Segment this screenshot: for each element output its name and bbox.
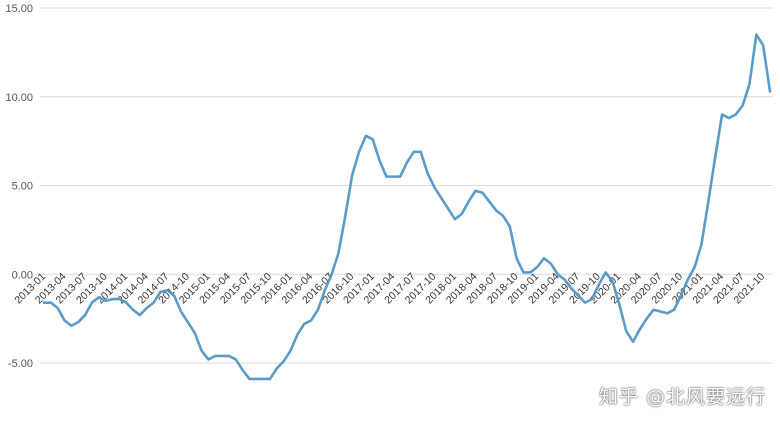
y-tick-label: 15.00 [5, 3, 33, 15]
y-tick-label: 5.00 [12, 181, 33, 193]
y-tick-label: 10.00 [5, 92, 33, 104]
series-line [42, 33, 772, 381]
y-tick-label: 0.00 [12, 269, 33, 281]
series-layer [42, 33, 772, 381]
grid-lines [40, 7, 773, 364]
y-tick-label: -5.00 [8, 358, 33, 370]
watermark-text: 知乎 @北风要远行 [598, 386, 766, 408]
y-axis-ticks: -5.00 0.00 5.00 10.00 15.00 [5, 3, 33, 370]
